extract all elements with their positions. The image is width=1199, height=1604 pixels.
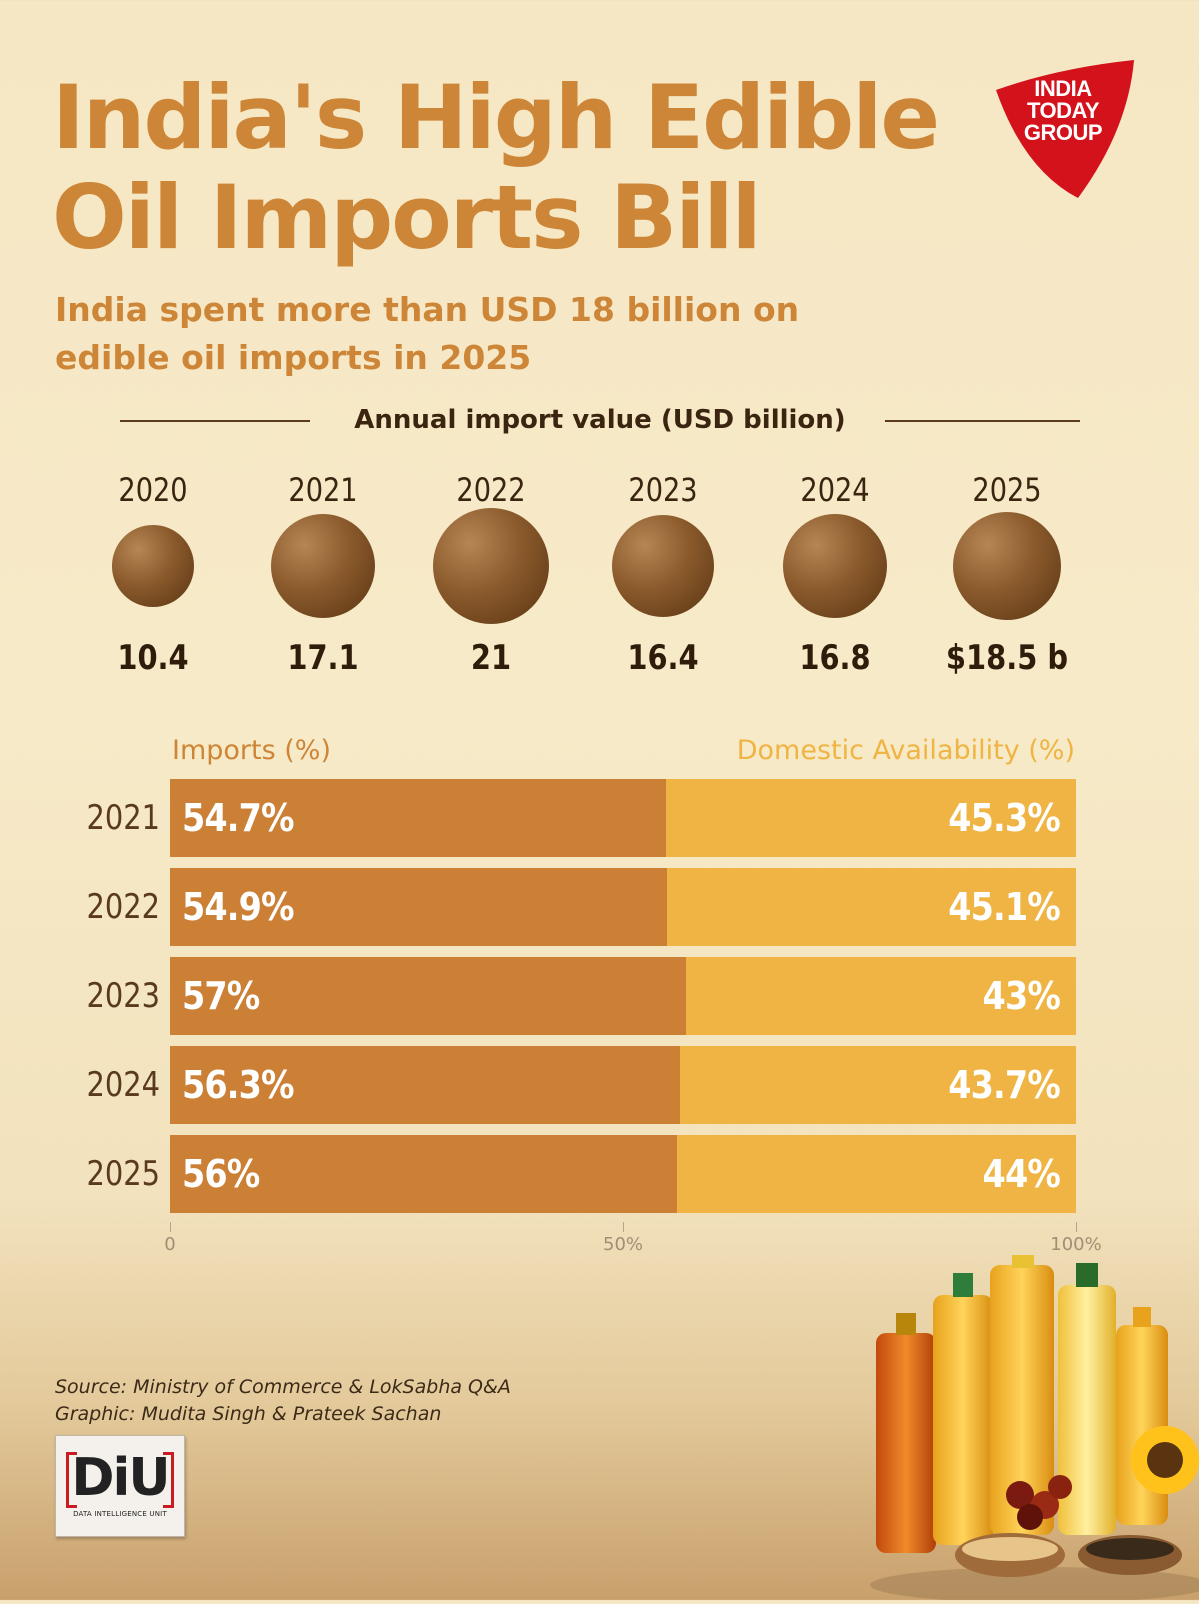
imports-value-label: 57% — [182, 974, 260, 1018]
axis-tick-label: 100% — [1050, 1234, 1102, 1255]
bar-row: 2022 54.9% 45.1% — [86, 868, 1076, 946]
domestic-value-label: 45.1% — [948, 885, 1061, 929]
bar-row: 2021 54.7% 45.3% — [86, 779, 1076, 857]
oil-bottles-illustration-icon — [860, 1250, 1199, 1603]
domestic-bar-segment — [667, 868, 1076, 946]
bubble-column: 2022 21 — [416, 470, 566, 700]
domestic-value-label: 45.3% — [948, 796, 1061, 840]
bubble-value-label: $18.5 b — [945, 638, 1069, 678]
bubble-value-label: 21 — [470, 638, 512, 678]
bar-row: 2024 56.3% 43.7% — [86, 1046, 1076, 1124]
axis-tick-label: 0 — [164, 1234, 176, 1255]
graphic-credit: Graphic: Mudita Singh & Prateek Sachan — [55, 1403, 442, 1425]
logo-line-india: INDIA — [1034, 76, 1092, 101]
bubble-year-label: 2021 — [288, 471, 358, 509]
imports-bar-segment — [170, 779, 666, 857]
imports-value-label: 54.9% — [182, 885, 295, 929]
page-title: India's High Edible Oil Imports Bill — [52, 66, 940, 269]
imports-value-label: 56.3% — [182, 1063, 295, 1107]
axis-tick-mark — [170, 1222, 171, 1232]
domestic-value-label: 44% — [982, 1152, 1061, 1196]
domestic-series-header: Domestic Availability (%) — [736, 735, 1075, 766]
bar-year-label: 2023 — [86, 976, 160, 1016]
imports-value-label: 54.7% — [182, 796, 295, 840]
diu-logo-mark: DiU — [71, 1448, 170, 1508]
imports-series-header: Imports (%) — [172, 735, 331, 766]
logo-line-today: TODAY — [1026, 98, 1100, 123]
bubble-value-label: 10.4 — [117, 638, 189, 678]
bubble-value-label: 17.1 — [287, 638, 359, 678]
bubble-mark — [783, 514, 887, 618]
bubble-year-label: 2025 — [972, 471, 1042, 509]
bubble-column: 2025 $18.5 b — [932, 470, 1082, 700]
axis-tick-label: 50% — [602, 1234, 644, 1255]
imports-bar-segment — [170, 1135, 678, 1213]
bar-year-label: 2022 — [86, 887, 160, 927]
logo-line-group: GROUP — [1023, 120, 1103, 145]
bubble-chart-title: Annual import value (USD billion) — [354, 405, 846, 435]
bubble-value-label: 16.4 — [627, 638, 699, 678]
india-today-logo-icon[interactable]: INDIA TODAY GROUP — [988, 60, 1136, 200]
bar-year-label: 2021 — [86, 798, 160, 838]
imports-bar-segment — [170, 868, 668, 946]
bubble-mark — [112, 525, 194, 607]
bubble-value-label: 16.8 — [799, 638, 871, 678]
source-note: Source: Ministry of Commerce & LokSabha … — [55, 1376, 511, 1398]
bar-row: 2025 56% 44% — [86, 1135, 1076, 1213]
bubble-column: 2023 16.4 — [588, 470, 738, 700]
axis-tick-mark — [1076, 1222, 1077, 1232]
bubble-mark — [611, 514, 715, 618]
bar-year-label: 2025 — [86, 1154, 160, 1194]
bubble-mark — [952, 511, 1062, 621]
domestic-value-label: 43.7% — [948, 1063, 1061, 1107]
bubble-column: 2021 17.1 — [248, 470, 398, 700]
heading-rule-right — [885, 420, 1080, 422]
bubble-year-label: 2023 — [628, 471, 698, 509]
domestic-bar-segment — [686, 957, 1076, 1035]
bubble-mark — [270, 513, 376, 619]
bubble-column: 2020 10.4 — [78, 470, 228, 700]
imports-bar-segment — [170, 957, 687, 1035]
bubble-mark — [433, 508, 549, 624]
footer-credits: Source: Ministry of Commerce & LokSabha … — [55, 1374, 511, 1428]
diu-logo-icon: DiU DATA INTELLIGENCE UNIT — [55, 1435, 185, 1537]
diu-logo-subtitle: DATA INTELLIGENCE UNIT — [73, 1510, 167, 1518]
domestic-bar-segment — [677, 1135, 1076, 1213]
bubble-chart-heading: Annual import value (USD billion) — [120, 400, 1080, 440]
domestic-bar-segment — [680, 1046, 1076, 1124]
imports-value-label: 56% — [182, 1152, 260, 1196]
heading-rule-left — [120, 420, 310, 422]
bubble-year-label: 2022 — [456, 471, 526, 509]
diu-bracket-left — [66, 1452, 77, 1508]
imports-bar-segment — [170, 1046, 681, 1124]
bubble-year-label: 2020 — [118, 471, 188, 509]
domestic-value-label: 43% — [982, 974, 1061, 1018]
bubble-column: 2024 16.8 — [760, 470, 910, 700]
bar-row: 2023 57% 43% — [86, 957, 1076, 1035]
page-subtitle: India spent more than USD 18 billion on … — [55, 290, 800, 377]
bubble-year-label: 2024 — [800, 471, 870, 509]
bar-year-label: 2024 — [86, 1065, 160, 1105]
axis-tick-mark — [623, 1222, 624, 1232]
diu-bracket-right — [163, 1452, 174, 1508]
domestic-bar-segment — [665, 779, 1076, 857]
